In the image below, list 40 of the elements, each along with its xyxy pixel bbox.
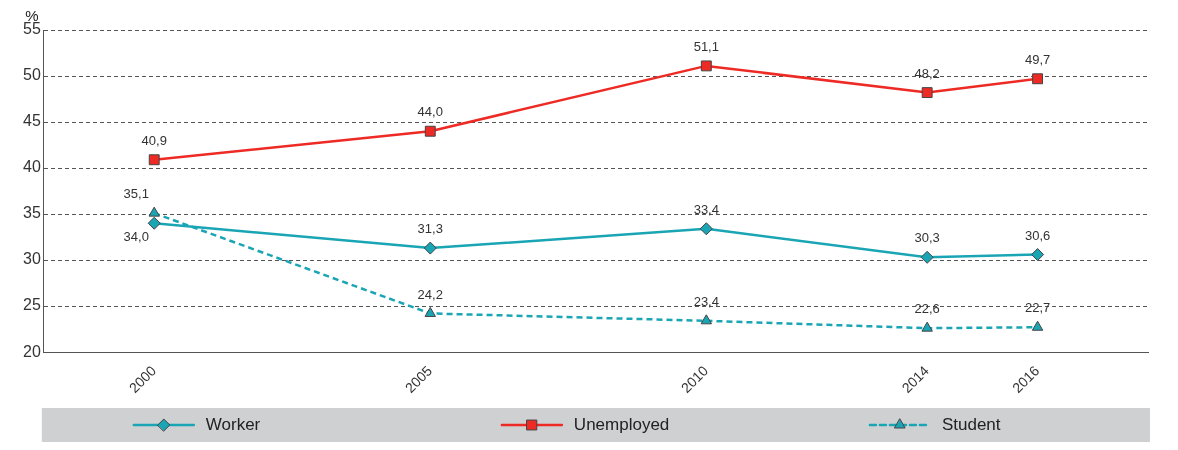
data-label: 48,2	[914, 65, 940, 81]
point	[147, 216, 161, 230]
point	[700, 314, 713, 325]
point	[921, 321, 933, 332]
y-tick-label: 35	[23, 204, 41, 222]
point	[1031, 320, 1044, 331]
data-label: 49,7	[1024, 51, 1051, 67]
y-tick-label: 55	[23, 20, 41, 38]
point	[423, 241, 437, 255]
data-label: 24,2	[417, 286, 443, 302]
point	[1032, 73, 1044, 85]
data-label: 40,9	[141, 132, 167, 148]
point	[920, 250, 934, 264]
point	[921, 87, 933, 99]
data-label: 31,3	[417, 221, 443, 237]
y-tick-label: 45	[23, 112, 41, 130]
point	[1031, 248, 1045, 262]
y-tick-label: 50	[23, 66, 41, 84]
data-label: 30,6	[1024, 227, 1051, 243]
data-label: 44,0	[417, 104, 443, 120]
data-label: 30,3	[914, 230, 940, 246]
data-label: 22,6	[914, 301, 940, 317]
legend-label: Student	[941, 414, 1001, 434]
data-label: 35,1	[123, 186, 149, 202]
data-label: 33,4	[693, 201, 719, 217]
legend-label: Worker	[205, 414, 261, 434]
point	[699, 222, 713, 236]
data-label: 34,0	[123, 229, 149, 245]
data-label: 23,4	[693, 293, 719, 309]
legend-label: Unemployed	[573, 414, 670, 434]
y-tick-label: 40	[23, 158, 41, 176]
point	[424, 306, 436, 317]
y-tick-label: 25	[23, 296, 41, 314]
data-label: 51,1	[693, 38, 719, 54]
y-tick-label: 20	[23, 342, 41, 360]
point	[148, 154, 160, 166]
point	[148, 206, 160, 217]
point	[700, 60, 712, 72]
point	[424, 125, 436, 137]
y-tick-label: 30	[23, 250, 41, 268]
